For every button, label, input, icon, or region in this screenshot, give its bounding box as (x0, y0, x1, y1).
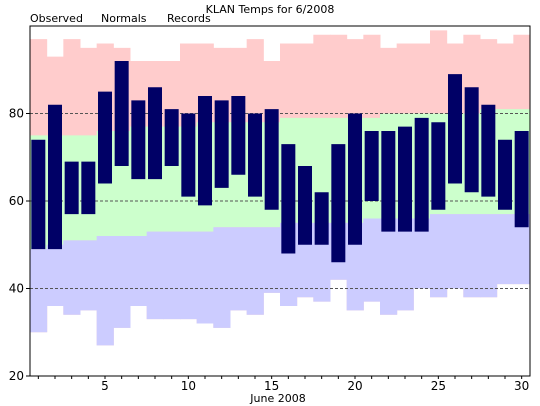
observed-bar (48, 104, 62, 250)
observed-bar (198, 96, 212, 206)
observed-bar (314, 192, 329, 245)
y-tick-label: 60 (9, 194, 24, 208)
legend-entry: Observed (30, 12, 83, 25)
record-low-band (363, 218, 381, 302)
record-low-band (196, 231, 214, 324)
observed-bar (398, 126, 412, 232)
record-low-band (230, 227, 248, 311)
record-low-band (496, 214, 514, 285)
observed-bar (148, 87, 162, 180)
x-tick-label: 15 (264, 379, 279, 393)
observed-bar (498, 139, 512, 210)
record-low-band (430, 214, 448, 298)
record-low-band (63, 240, 81, 315)
observed-bar (31, 139, 46, 250)
observed-bar (281, 144, 296, 254)
observed-bar (481, 104, 496, 197)
record-low-band (180, 231, 198, 320)
x-tick-label: 5 (101, 379, 109, 393)
record-low-band (480, 214, 498, 298)
record-low-band (263, 227, 281, 293)
record-low-band (46, 244, 64, 306)
record-low-band (446, 214, 464, 289)
observed-bar (431, 122, 446, 210)
observed-bar (264, 109, 279, 210)
x-axis-label: June 2008 (249, 392, 305, 405)
observed-layer (31, 61, 529, 263)
record-low-band (96, 236, 114, 346)
observed-bar (181, 113, 196, 197)
x-tick-label: 20 (347, 379, 362, 393)
y-tick-label: 40 (9, 282, 24, 296)
record-low-band (463, 214, 481, 298)
legend-entry: Records (167, 12, 211, 25)
x-tick-label: 30 (514, 379, 529, 393)
observed-bar (164, 109, 179, 166)
record-low-band (213, 227, 231, 328)
observed-bar (248, 113, 262, 197)
observed-bar (464, 87, 479, 193)
record-low-band (246, 227, 264, 315)
record-low-band (513, 214, 531, 285)
observed-bar (298, 166, 312, 245)
observed-bar (64, 161, 79, 215)
observed-bar (114, 61, 129, 166)
y-axis: 20 40 60 80 (9, 107, 30, 383)
observed-bar (214, 100, 229, 188)
record-low-band (380, 218, 398, 315)
legend: Observed Normals Records (30, 12, 211, 25)
observed-bar (81, 161, 96, 215)
x-tick-label: 10 (181, 379, 196, 393)
record-low-band (30, 249, 48, 333)
grid-layer (30, 113, 530, 289)
legend-entry: Normals (101, 12, 147, 25)
y-tick-label: 80 (9, 107, 24, 121)
record-low-band (163, 231, 181, 320)
observed-bar (514, 131, 529, 228)
observed-bar (98, 91, 112, 184)
record-low-band (413, 218, 431, 289)
record-low-band (80, 240, 98, 311)
observed-bar (231, 96, 246, 175)
record-low-band (130, 236, 148, 306)
x-tick-label: 25 (431, 379, 446, 393)
record-low-band (396, 218, 414, 311)
observed-bar (348, 113, 362, 245)
observed-bar (364, 131, 379, 201)
observed-bar (131, 100, 146, 180)
chart-title: KLAN Temps for 6/2008 (206, 3, 335, 16)
record-low-band (146, 231, 164, 320)
observed-bar (331, 144, 346, 263)
x-axis: 5 10 15 20 25 30 (37, 376, 529, 393)
observed-bar (381, 131, 396, 232)
y-tick-label: 20 (9, 369, 24, 383)
observed-bar (448, 74, 462, 184)
observed-bar (414, 117, 429, 232)
record-low-band (113, 236, 131, 328)
